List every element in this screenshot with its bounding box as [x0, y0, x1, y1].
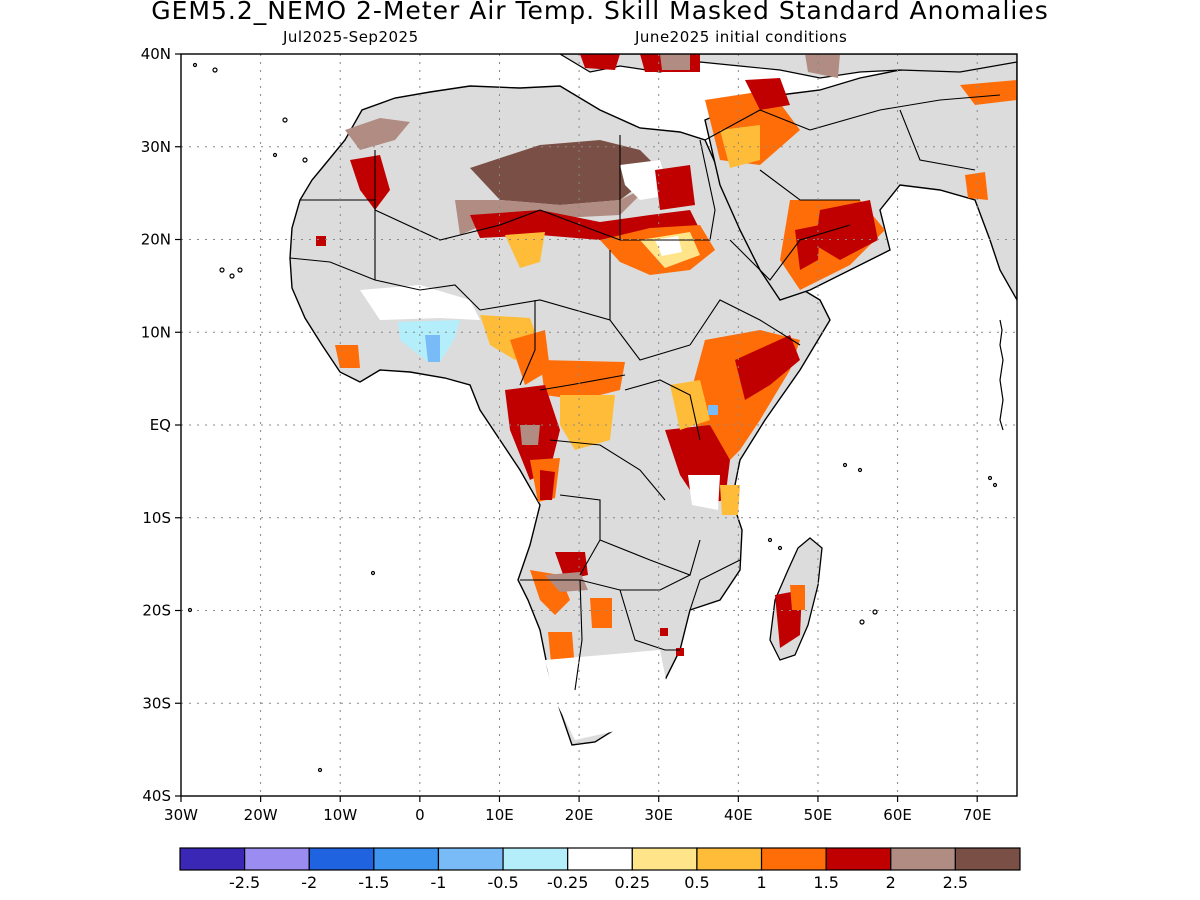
- lon-tick-label: 30E: [644, 806, 673, 824]
- map-gridlines: [181, 54, 1017, 796]
- anomaly-patch: [545, 650, 670, 740]
- anomaly-patch: [520, 425, 540, 445]
- anomaly-patch: [590, 598, 612, 628]
- lon-tick-label: 60E: [883, 806, 912, 824]
- lon-tick-label: 0: [415, 806, 425, 824]
- anomaly-patch: [455, 185, 650, 235]
- colorbar-label: -1.5: [358, 873, 389, 892]
- colorbar-label: 0.25: [614, 873, 650, 892]
- colorbar-swatch: [244, 847, 310, 871]
- anomaly-patch: [676, 648, 684, 656]
- anomaly-patch: [688, 475, 720, 510]
- colorbar-label: 2.5: [943, 873, 968, 892]
- lat-tick-label: 30N: [141, 138, 171, 156]
- colorbar-swatch: [308, 847, 375, 871]
- anomaly-patch: [505, 232, 545, 268]
- anomaly-patch: [470, 210, 700, 240]
- anomaly-patch: [545, 572, 588, 592]
- lon-tick-label: 50E: [804, 806, 833, 824]
- anomaly-patch: [655, 236, 682, 256]
- colorbar-swatch: [696, 847, 763, 871]
- lon-tick-label: 20W: [244, 806, 278, 824]
- colorbar-swatch: [179, 847, 246, 871]
- colorbar-swatch: [760, 847, 827, 871]
- anomaly-patch: [670, 380, 710, 430]
- colorbar: -2.5 -2 -1.5 -1 -0.5 -0.25 0.25 0.5 1 1.5 2 2.5: [179, 847, 1021, 892]
- initial-conditions: June2025 initial conditions: [635, 28, 848, 46]
- anomaly-patch: [540, 470, 555, 500]
- islands: [187, 62, 1004, 773]
- colorbar-swatch: [437, 847, 504, 871]
- colorbar-label: 0.5: [684, 873, 709, 892]
- colorbar-swatch: [373, 847, 440, 871]
- lon-tick-label: 10W: [323, 806, 357, 824]
- colorbar-label: -0.5: [487, 873, 518, 892]
- colorbar-swatch: [631, 847, 698, 871]
- anomaly-patch: [660, 54, 690, 70]
- anomaly-patch: [540, 360, 625, 400]
- anomaly-patch: [745, 78, 790, 110]
- colorbar-label: 1.5: [813, 873, 838, 892]
- anomaly-patch: [735, 335, 800, 400]
- lon-tick-label: 40E: [724, 806, 753, 824]
- anomaly-patch: [815, 200, 878, 260]
- map-area: [187, 54, 1017, 773]
- lat-tick-label: 10S: [142, 509, 171, 527]
- lon-tick-label: 20E: [565, 806, 594, 824]
- lon-tick-label: 70E: [963, 806, 992, 824]
- lat-tick-label: 30S: [142, 694, 171, 712]
- anomaly-patch: [660, 628, 668, 636]
- colorbar-swatch: [890, 847, 956, 871]
- anomaly-patch: [805, 54, 840, 78]
- lat-tick-label: 40S: [142, 787, 171, 805]
- anomaly-patch: [708, 405, 718, 415]
- colorbar-swatch: [954, 847, 1021, 871]
- anomaly-patch: [345, 118, 410, 150]
- colorbar-label: -2: [301, 873, 317, 892]
- colorbar-label: -1: [430, 873, 446, 892]
- anomaly-patch: [720, 485, 740, 515]
- lat-tick-label: 20N: [141, 231, 171, 249]
- anomaly-patch: [560, 395, 615, 450]
- lat-tick-label: 10N: [141, 323, 171, 341]
- country-borders: [289, 94, 1001, 691]
- lat-tick-label: 20S: [142, 602, 171, 620]
- forecast-period: Jul2025-Sep2025: [283, 28, 419, 46]
- anomaly-patch: [470, 140, 660, 205]
- anomaly-patch: [720, 125, 760, 168]
- colorbar-label: -0.25: [547, 873, 588, 892]
- anomaly-patch: [960, 80, 1017, 105]
- colorbar-label: -2.5: [229, 873, 260, 892]
- colorbar-swatch: [825, 847, 892, 871]
- anomaly-patch: [335, 345, 360, 368]
- colorbar-label: 1: [756, 873, 766, 892]
- map-title: GEM5.2_NEMO 2-Meter Air Temp. Skill Mask…: [151, 0, 1049, 25]
- anomaly-patch: [655, 165, 695, 210]
- colorbar-label: 2: [886, 873, 896, 892]
- anomaly-patch: [790, 585, 805, 610]
- anomaly-patch: [316, 236, 326, 246]
- anomaly-patch: [510, 330, 550, 385]
- colorbar-swatch: [502, 847, 569, 871]
- lon-tick-label: 10E: [485, 806, 514, 824]
- lon-tick-label: 30W: [164, 806, 198, 824]
- colorbar-swatch: [567, 847, 633, 871]
- anomaly-patch: [350, 155, 390, 210]
- anomaly-patch: [580, 54, 620, 70]
- lat-tick-label: EQ: [150, 416, 171, 434]
- anomaly-patch: [425, 335, 440, 362]
- lat-tick-label: 40N: [141, 45, 171, 63]
- anomaly-patch: [965, 172, 988, 200]
